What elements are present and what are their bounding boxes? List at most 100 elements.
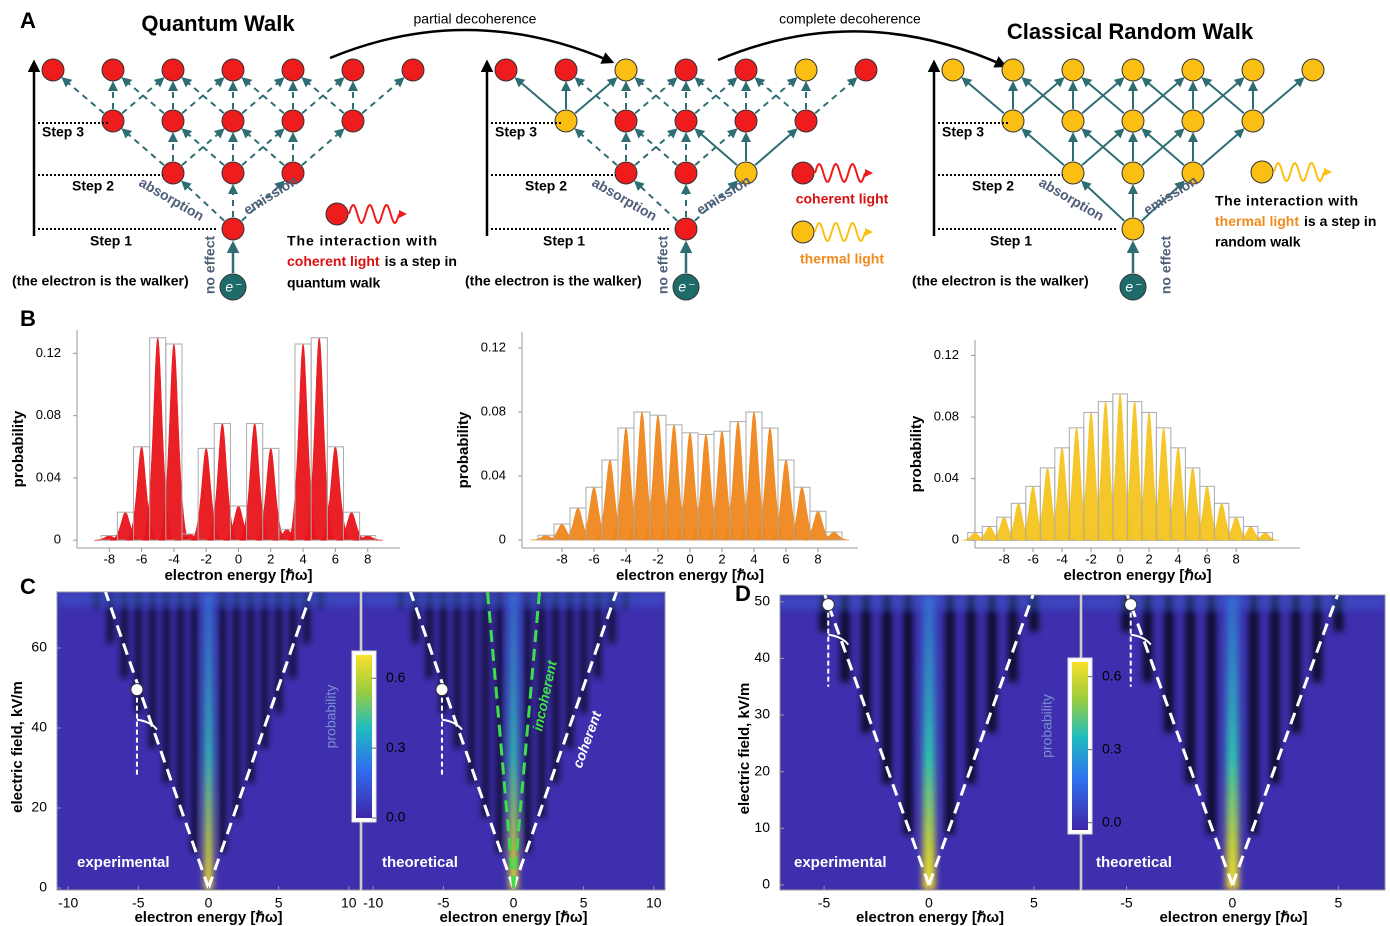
walk-node	[855, 59, 877, 81]
colorbar-tick-label: 0.0	[386, 809, 406, 825]
transition-label: complete decoherence	[779, 11, 921, 27]
walk-node	[675, 110, 697, 132]
light-wave	[815, 164, 865, 182]
x-tick-label: 0	[686, 551, 693, 566]
x-tick-label: 6	[1204, 551, 1211, 566]
x-axis-label: electron energy [ℏω]	[134, 909, 282, 926]
x-tick-label: -5	[818, 895, 831, 911]
pendulum-bob	[1125, 599, 1137, 611]
colorbar	[356, 655, 372, 818]
heatmap-streak	[191, 592, 197, 853]
walk-node	[1182, 110, 1204, 132]
y-tick-label: 0.04	[481, 467, 506, 482]
walk-node	[162, 162, 184, 184]
note-text: The interaction with	[1215, 193, 1358, 209]
heatmap-streak	[496, 592, 502, 853]
walk-edge	[1202, 130, 1243, 166]
walk-edge	[362, 78, 403, 113]
walk-node	[1242, 59, 1264, 81]
walk-node	[1242, 110, 1264, 132]
x-axis-label: electron energy [ℏω]	[1159, 909, 1307, 926]
light-wave	[865, 228, 873, 236]
walk-node	[1122, 110, 1144, 132]
panel-name: theoretical	[382, 854, 458, 871]
light-icon	[792, 162, 814, 184]
emission-label: emission	[240, 172, 300, 218]
heatmap-streak	[861, 595, 870, 733]
emission-label: emission	[693, 172, 753, 218]
walk-node	[222, 110, 244, 132]
x-axis-label: electron energy [ℏω]	[616, 567, 764, 584]
heatmap-streak	[987, 595, 996, 733]
y-tick-label: 0.04	[36, 469, 61, 484]
heatmap-band	[57, 592, 360, 606]
note-text: thermal light is a step in	[1215, 213, 1376, 229]
walk-node	[795, 59, 817, 81]
walk-node	[1122, 59, 1144, 81]
heatmap-core	[923, 595, 936, 890]
light-icon	[792, 221, 814, 243]
x-tick-label: -6	[588, 551, 600, 566]
y-tick-label: 30	[754, 706, 770, 722]
x-tick-label: 4	[1175, 551, 1182, 566]
walk-node	[795, 110, 817, 132]
panel-name: theoretical	[1096, 854, 1172, 871]
colorbar	[1072, 662, 1088, 830]
walk-node	[342, 110, 364, 132]
panel-label: B	[20, 306, 36, 331]
step-label: Step 3	[942, 124, 984, 140]
x-tick-label: 6	[332, 551, 339, 566]
panel-name: experimental	[77, 854, 170, 871]
y-tick-label: 0.12	[36, 345, 61, 360]
heatmap-streak	[1291, 595, 1300, 733]
transition-arrow	[330, 30, 612, 62]
x-axis-label: electron energy [ℏω]	[164, 567, 312, 584]
heatmap-streak	[1164, 595, 1173, 733]
x-tick-label: -6	[1027, 551, 1039, 566]
diagram-title: Classical Random Walk	[1007, 19, 1254, 44]
y-axis-label: probability	[455, 411, 472, 488]
electron-label: e⁻	[225, 279, 242, 295]
x-tick-label: -10	[363, 895, 383, 911]
walk-edge	[516, 78, 557, 113]
colorbar-tick-label: 0.0	[1102, 813, 1122, 829]
y-tick-label: 40	[754, 649, 770, 665]
x-tick-label: 2	[718, 551, 725, 566]
heatmap-streak	[581, 592, 587, 713]
y-axis-label: probability	[908, 415, 925, 492]
walk-node	[1302, 59, 1324, 81]
x-tick-label: 10	[646, 895, 662, 911]
walk-edge	[63, 78, 104, 113]
x-tick-label: -5	[1120, 895, 1133, 911]
x-tick-label: 2	[1145, 551, 1152, 566]
note-text: is a step in	[1304, 213, 1376, 229]
note-highlight: thermal light	[1215, 213, 1299, 229]
step-label: Step 1	[990, 233, 1032, 249]
x-tick-label: 0	[235, 551, 242, 566]
y-tick-label: 0.04	[934, 470, 959, 485]
walk-node	[222, 218, 244, 240]
x-tick-label: 6	[782, 551, 789, 566]
x-tick-label: 10	[341, 895, 357, 911]
heatmap-streak	[247, 592, 253, 783]
step-label: Step 2	[972, 178, 1014, 194]
y-tick-label: 60	[31, 639, 47, 655]
y-tick-label: 40	[31, 719, 47, 735]
step-label: Step 3	[495, 124, 537, 140]
electron-label: e⁻	[678, 279, 695, 295]
y-tick-label: 10	[754, 819, 770, 835]
walk-edge	[815, 78, 856, 113]
figure: A B C D Quantum Walk Classical Random Wa…	[0, 0, 1390, 926]
walk-node	[222, 162, 244, 184]
panel-label: A	[20, 8, 36, 33]
x-tick-label: 0	[1116, 551, 1123, 566]
note-text: random walk	[1215, 234, 1301, 250]
emission-label: emission	[1140, 172, 1200, 218]
x-tick-label: -2	[652, 551, 664, 566]
walk-edge	[1023, 130, 1064, 166]
walk-node	[495, 59, 517, 81]
note-text: is a step in	[385, 253, 457, 269]
y-tick-label: 0.12	[934, 347, 959, 362]
heatmap-band	[362, 592, 665, 606]
x-tick-label: 8	[364, 551, 371, 566]
